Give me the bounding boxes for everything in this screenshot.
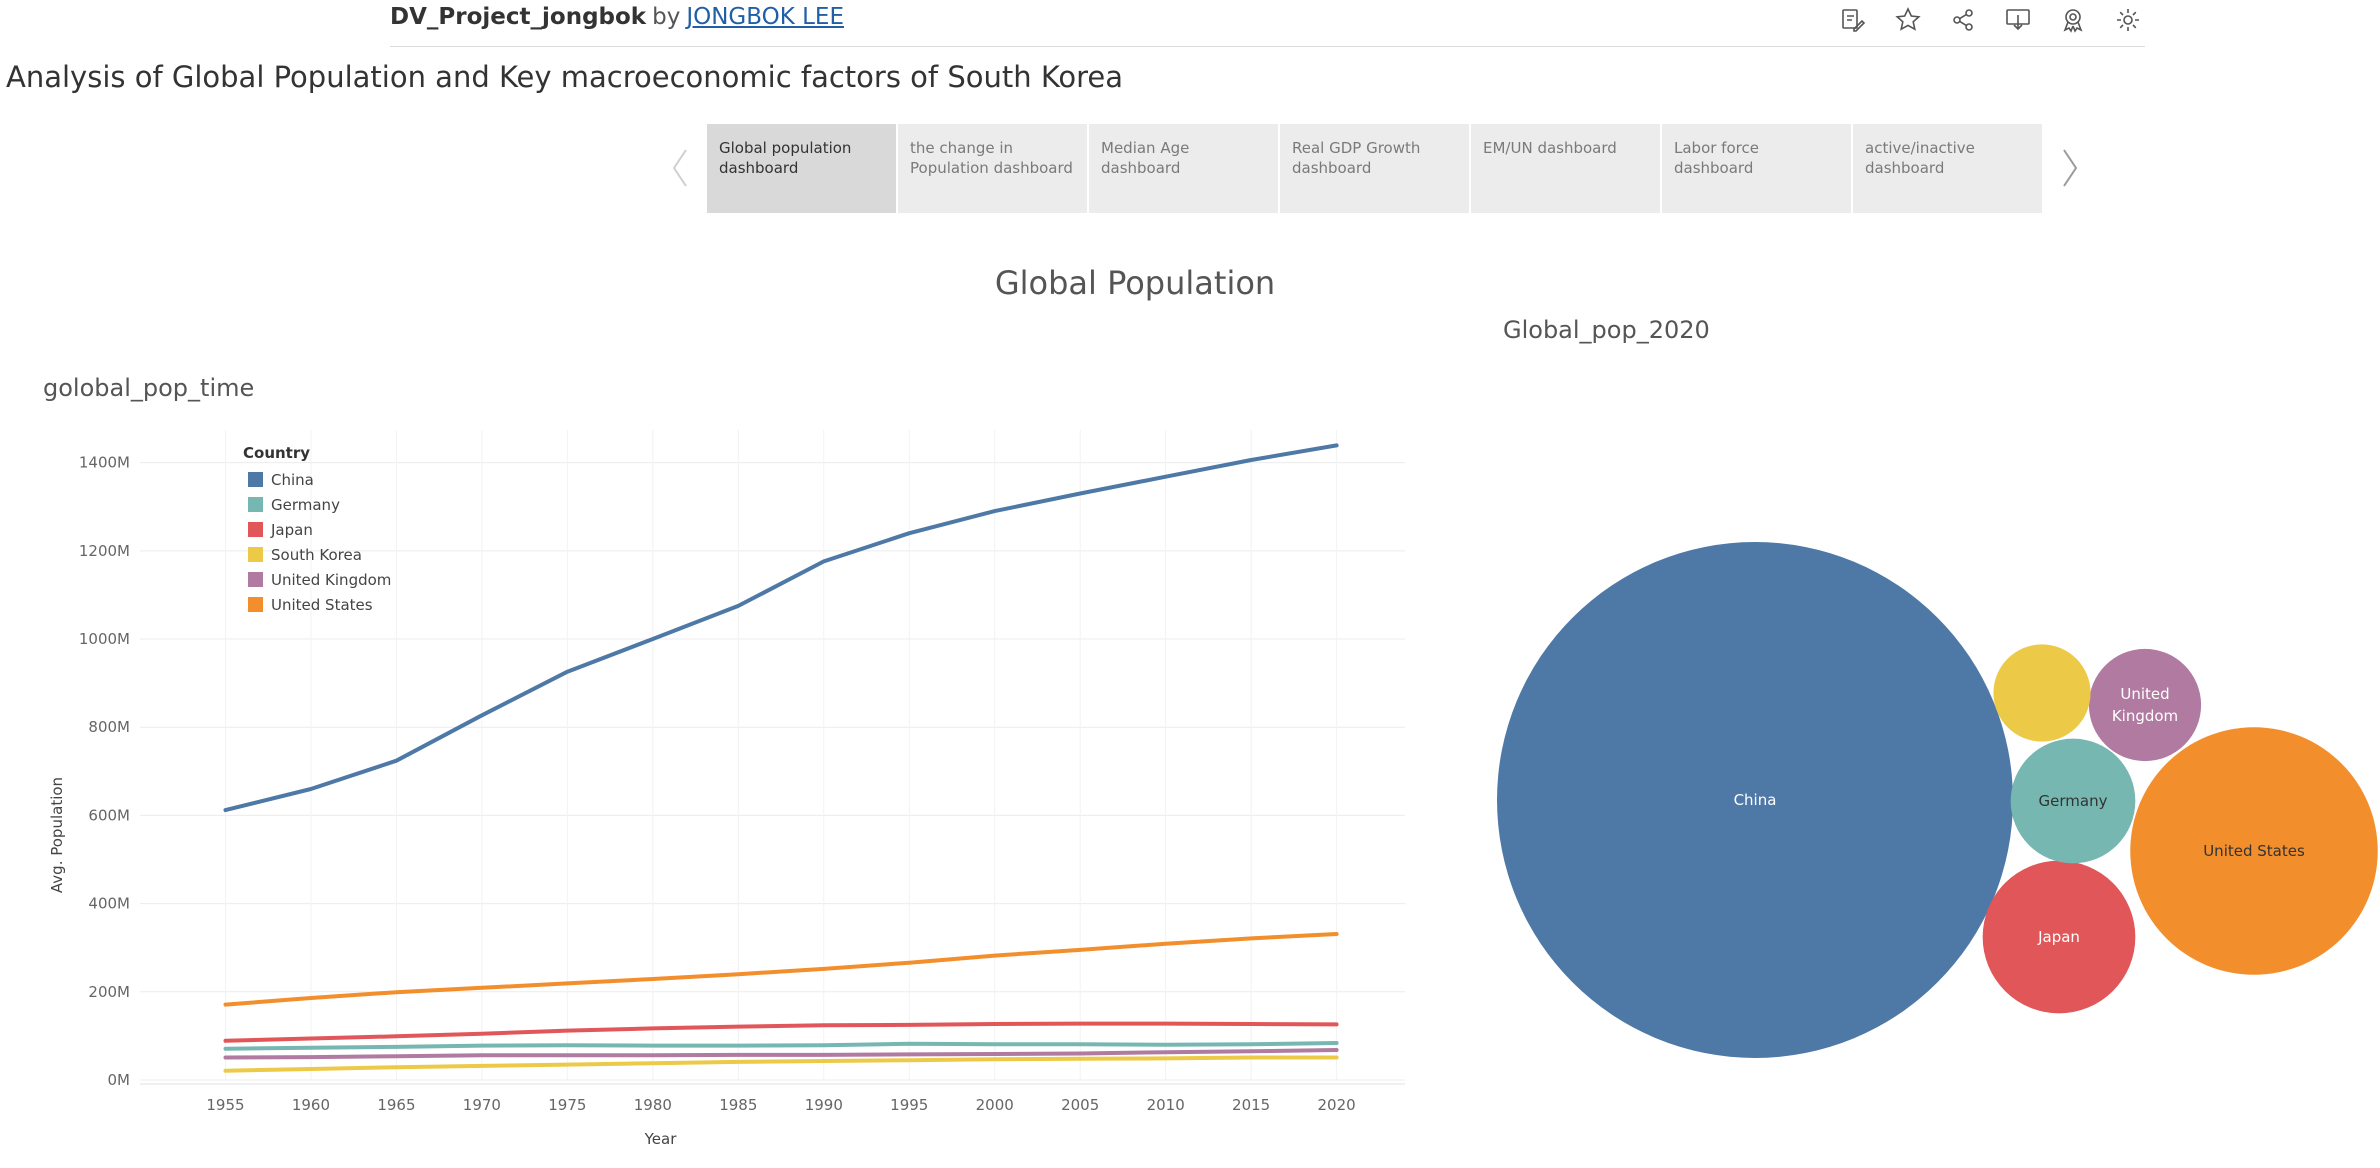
x-tick-label: 1980 [634, 1096, 672, 1114]
tab-em-un[interactable]: EM/UN dashboard [1471, 124, 1660, 213]
x-tick-label: 1960 [292, 1096, 330, 1114]
author-link[interactable]: JONGBOK LEE [686, 4, 844, 30]
bubble-chart: China United States Japan Germany United King… [1497, 542, 2378, 1058]
tab-active-inactive[interactable]: active/inactive dashboard [1853, 124, 2042, 213]
x-axis-title: Year [644, 1130, 678, 1148]
x-tick-label: 1955 [206, 1096, 244, 1114]
x-tick-label: 1990 [805, 1096, 843, 1114]
y-tick-label: 800M [88, 718, 130, 736]
x-tick-label: 2010 [1147, 1096, 1185, 1114]
legend-label-south-korea: South Korea [271, 546, 362, 564]
legend-swatch-south-korea [248, 547, 263, 562]
line-chart: 0M 200M 400M 600M 800M 1000M 1200M 1400M 1955 196… [48, 430, 1405, 1148]
story-navigator: Global population dashboard the change i… [665, 124, 2085, 213]
workbook-title: DV_Project_jongbok by JONGBOK LEE [390, 4, 844, 30]
by-text: by [652, 4, 681, 30]
legend-swatch-germany [248, 497, 263, 512]
toolbar [1835, 0, 2145, 40]
bubble-label-united-kingdom: United [2120, 685, 2169, 703]
bubble-united-kingdom [2088, 648, 2202, 762]
x-tick-label: 1975 [548, 1096, 586, 1114]
bubble-label-united-kingdom: Kingdom [2112, 707, 2178, 725]
tab-list: Global population dashboard the change i… [707, 124, 2042, 213]
x-tick-label: 2015 [1232, 1096, 1270, 1114]
series-line-china [223, 443, 1339, 813]
series-line-united-kingdom [223, 1048, 1339, 1060]
tab-real-gdp-growth[interactable]: Real GDP Growth dashboard [1280, 124, 1469, 213]
badge-icon[interactable] [2055, 3, 2090, 38]
top-bar: DV_Project_jongbok by JONGBOK LEE [390, 0, 2145, 47]
bubble-label-germany: Germany [2039, 792, 2108, 810]
x-tick-label: 2000 [976, 1096, 1014, 1114]
y-tick-label: 1400M [79, 454, 130, 472]
x-tick-label: 2020 [1318, 1096, 1356, 1114]
bubble-label-china: China [1734, 791, 1777, 809]
y-tick-label: 200M [88, 983, 130, 1001]
tab-median-age[interactable]: Median Age dashboard [1089, 124, 1278, 213]
bubble-japan [1982, 860, 2136, 1014]
bubble-label-japan: Japan [2037, 928, 2080, 946]
dashboard-title: Global Population [994, 264, 1276, 302]
bubble-united-states [2130, 727, 2378, 975]
legend-label-germany: Germany [271, 496, 340, 514]
legend-swatch-united-kingdom [248, 572, 263, 587]
legend-swatch-japan [248, 522, 263, 537]
bubble-germany [2010, 738, 2136, 864]
project-name: DV_Project_jongbok [390, 4, 647, 30]
series-line-japan [223, 1021, 1339, 1043]
legend-label-united-kingdom: United Kingdom [271, 571, 391, 589]
legend-swatch-united-states [248, 597, 263, 612]
line-chart-title: golobal_pop_time [43, 374, 255, 402]
download-icon[interactable] [2000, 3, 2035, 38]
next-arrow-icon[interactable] [2055, 140, 2085, 196]
y-tick-label: 1200M [79, 542, 130, 560]
legend-label-japan: Japan [270, 521, 313, 539]
x-tick-label: 2005 [1061, 1096, 1099, 1114]
y-tick-label: 0M [108, 1071, 131, 1089]
legend-label-china: China [271, 471, 314, 489]
legend-label-united-states: United States [271, 596, 373, 614]
series-line-south-korea [223, 1055, 1339, 1073]
legend-title: Country [243, 444, 310, 462]
bubble-label-united-states: United States [2203, 842, 2305, 860]
y-tick-label: 1000M [79, 630, 130, 648]
tab-labor-force[interactable]: Labor force dashboard [1662, 124, 1851, 213]
x-tick-label: 1965 [377, 1096, 415, 1114]
bubble-china [1497, 542, 2013, 1058]
prev-arrow-icon[interactable] [665, 140, 695, 196]
story-title: Analysis of Global Population and Key ma… [6, 60, 1124, 94]
bubble-south-korea [1993, 644, 2091, 742]
bubble-chart-title: Global_pop_2020 [1503, 316, 1710, 344]
settings-icon[interactable] [2110, 3, 2145, 38]
y-tick-label: 600M [88, 806, 130, 824]
y-axis-title: Avg. Population [48, 777, 66, 893]
x-tick-label: 1995 [890, 1096, 928, 1114]
share-icon[interactable] [1945, 3, 1980, 38]
edit-icon[interactable] [1835, 3, 1870, 38]
tab-global-population[interactable]: Global population dashboard [707, 124, 896, 213]
legend-swatch-china [248, 472, 263, 487]
series-line-united-states [223, 932, 1339, 1007]
x-tick-label: 1970 [463, 1096, 501, 1114]
y-tick-label: 400M [88, 895, 130, 913]
star-icon[interactable] [1890, 3, 1925, 38]
series-line-germany [223, 1041, 1339, 1051]
x-tick-label: 1985 [719, 1096, 757, 1114]
tab-change-in-population[interactable]: the change in Population dashboard [898, 124, 1087, 213]
